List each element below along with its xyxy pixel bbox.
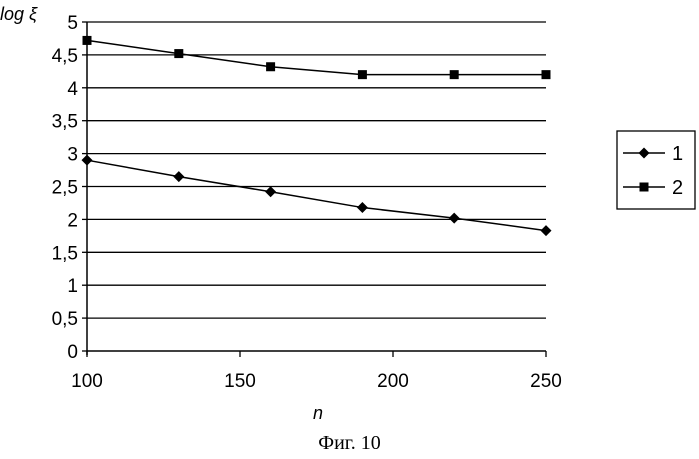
y-tick-label: 3 <box>67 145 78 166</box>
series-line <box>87 40 546 74</box>
legend: 12 <box>617 131 695 209</box>
y-tick-label: 2 <box>67 210 78 231</box>
legend-label: 2 <box>672 177 683 199</box>
data-point <box>266 62 275 71</box>
grid <box>87 22 546 318</box>
y-tick-label: 5 <box>67 13 78 34</box>
y-tick-label: 2,5 <box>52 178 78 199</box>
y-tick-labels: 0 0,5 1 1,5 2 2,5 3 3,5 4 4,5 5 <box>52 13 79 363</box>
data-point <box>358 70 367 79</box>
figure-caption: Фиг. 10 <box>0 432 699 455</box>
y-tick-label: 0,5 <box>52 309 78 330</box>
y-tick-label: 0 <box>67 342 78 363</box>
data-point <box>173 171 184 182</box>
data-point <box>541 225 552 236</box>
data-point <box>83 36 92 45</box>
data-point <box>357 202 368 213</box>
series-1 <box>82 155 552 236</box>
y-tick-label: 4,5 <box>52 46 78 67</box>
y-tick-label: 4 <box>67 79 78 100</box>
y-tick-label: 3,5 <box>52 112 78 133</box>
axes <box>82 22 546 357</box>
data-point <box>82 155 93 166</box>
data-point <box>449 213 460 224</box>
x-tick-label: 100 <box>71 371 103 392</box>
x-tick-label: 200 <box>377 371 409 392</box>
y-axis-label: log ξ <box>0 4 38 24</box>
y-tick-label: 1 <box>67 276 78 297</box>
legend-box <box>617 131 695 209</box>
legend-marker <box>640 183 649 192</box>
data-point <box>174 49 183 58</box>
x-tick-labels: 100 150 200 250 <box>71 371 562 392</box>
series-2 <box>83 36 551 79</box>
data-point <box>450 70 459 79</box>
x-tick-label: 150 <box>224 371 256 392</box>
x-tick-label: 250 <box>530 371 562 392</box>
y-tick-label: 1,5 <box>52 243 78 264</box>
data-point <box>265 186 276 197</box>
series-layer <box>82 36 552 236</box>
legend-label: 1 <box>672 143 683 165</box>
data-point <box>542 70 551 79</box>
x-axis-label: n <box>313 403 323 423</box>
